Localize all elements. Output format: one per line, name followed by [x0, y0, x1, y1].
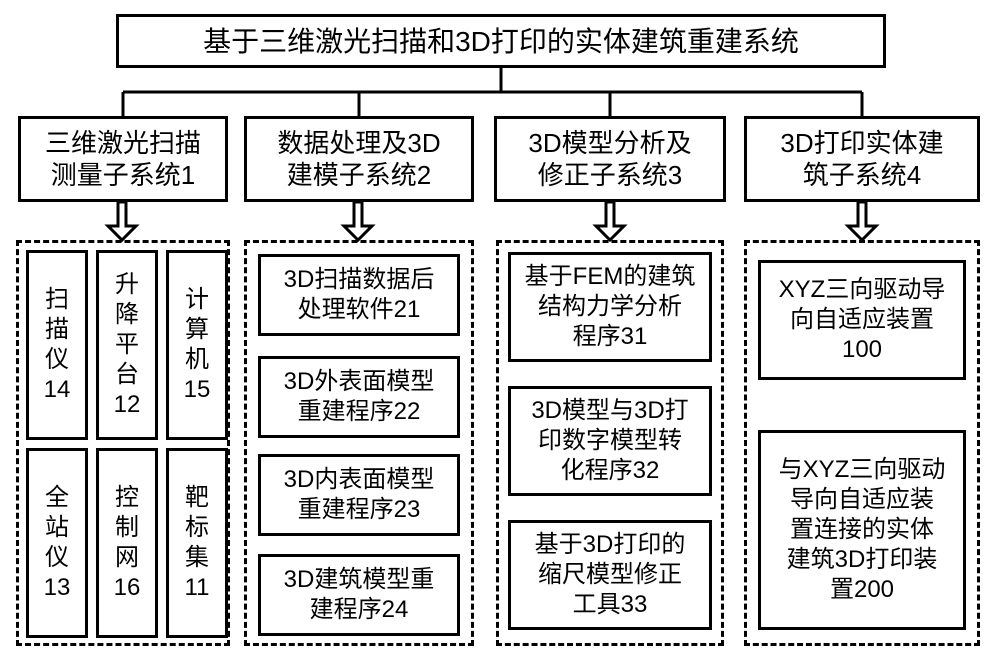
root-node: 基于三维激光扫描和3D打印的实体建筑重建系统	[116, 14, 886, 68]
child-node: XYZ三向驱动导 向自适应装置 100	[758, 260, 966, 380]
child-node: 靶 标 集 11	[166, 448, 228, 638]
child-node: 3D扫描数据后 处理软件21	[258, 254, 460, 336]
child-label: 升 降 平 台 12	[114, 270, 141, 420]
subsystem-node: 三维激光扫描 测量子系统1	[18, 116, 228, 202]
child-label: 3D外表面模型 重建程序22	[284, 367, 435, 427]
child-node: 计 算 机 15	[166, 250, 228, 440]
child-node: 控 制 网 16	[96, 448, 158, 638]
child-label: 与XYZ三向驱动 导向自适应装 置连接的实体 建筑3D打印装 置200	[779, 455, 946, 605]
child-label: 3D内表面模型 重建程序23	[284, 465, 435, 525]
child-node: 升 降 平 台 12	[96, 250, 158, 440]
child-node: 3D外表面模型 重建程序22	[258, 356, 460, 438]
subsystem-label: 三维激光扫描 测量子系统1	[45, 127, 201, 192]
subsystem-node: 数据处理及3D 建模子系统2	[244, 116, 474, 202]
child-label: 3D扫描数据后 处理软件21	[284, 265, 435, 325]
child-node: 与XYZ三向驱动 导向自适应装 置连接的实体 建筑3D打印装 置200	[758, 430, 966, 630]
subsystem-label: 3D模型分析及 修正子系统3	[528, 127, 691, 192]
child-label: XYZ三向驱动导 向自适应装置 100	[779, 275, 946, 365]
child-label: 控 制 网 16	[114, 483, 141, 603]
child-node: 3D内表面模型 重建程序23	[258, 454, 460, 536]
subsystem-node: 3D模型分析及 修正子系统3	[494, 116, 726, 202]
child-node: 3D模型与3D打 印数字模型转 化程序32	[508, 386, 712, 496]
child-label: 3D建筑模型重 建程序24	[284, 565, 435, 625]
child-label: 基于FEM的建筑 结构力学分析 程序31	[525, 262, 696, 352]
child-label: 计 算 机 15	[184, 285, 211, 405]
child-label: 3D模型与3D打 印数字模型转 化程序32	[531, 396, 688, 486]
subsystem-node: 3D打印实体建 筑子系统4	[744, 116, 980, 202]
child-label: 靶 标 集 11	[185, 483, 210, 603]
child-label: 扫 描 仪 14	[44, 285, 71, 405]
child-node: 全 站 仪 13	[26, 448, 88, 638]
child-label: 基于3D打印的 缩尺模型修正 工具33	[535, 530, 686, 620]
child-node: 基于3D打印的 缩尺模型修正 工具33	[508, 520, 712, 630]
child-node: 基于FEM的建筑 结构力学分析 程序31	[508, 252, 712, 362]
subsystem-label: 数据处理及3D 建模子系统2	[277, 127, 440, 192]
root-label: 基于三维激光扫描和3D打印的实体建筑重建系统	[203, 24, 799, 59]
child-label: 全 站 仪 13	[44, 483, 71, 603]
child-node: 扫 描 仪 14	[26, 250, 88, 440]
subsystem-label: 3D打印实体建 筑子系统4	[780, 127, 943, 192]
diagram-root: 基于三维激光扫描和3D打印的实体建筑重建系统 三维激光扫描 测量子系统1 扫 描 …	[0, 0, 1000, 666]
child-node: 3D建筑模型重 建程序24	[258, 554, 460, 636]
